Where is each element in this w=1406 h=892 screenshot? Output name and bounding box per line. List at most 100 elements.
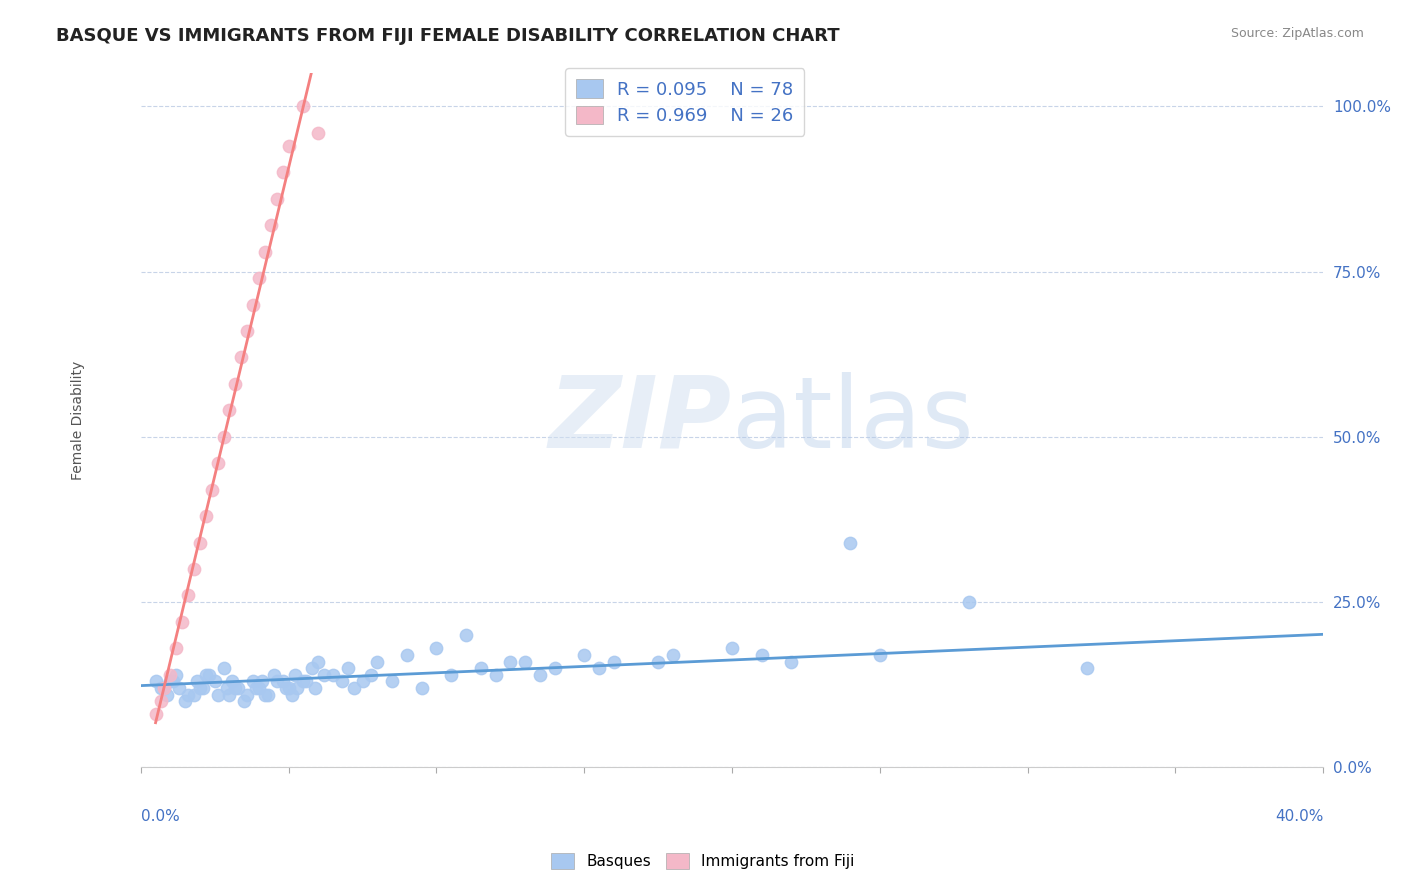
Point xyxy=(253,244,276,259)
Text: 40.0%: 40.0% xyxy=(1275,809,1323,824)
Point xyxy=(271,674,294,689)
Point xyxy=(647,655,669,669)
Point xyxy=(425,641,447,656)
Point xyxy=(177,688,200,702)
Point xyxy=(165,667,187,681)
Point xyxy=(603,655,626,669)
Point xyxy=(221,674,243,689)
Point xyxy=(188,681,211,695)
Point xyxy=(287,681,309,695)
Point xyxy=(780,655,803,669)
Point xyxy=(343,681,366,695)
Point xyxy=(224,376,246,391)
Point xyxy=(228,681,250,695)
Point xyxy=(411,681,433,695)
Point xyxy=(277,139,299,153)
Point xyxy=(183,688,205,702)
Point xyxy=(283,667,305,681)
Point xyxy=(194,667,217,681)
Point xyxy=(366,655,388,669)
Point xyxy=(543,661,565,675)
Point xyxy=(322,667,344,681)
Point xyxy=(165,641,187,656)
Point xyxy=(167,681,190,695)
Point xyxy=(588,661,610,675)
Point xyxy=(470,661,492,675)
Point xyxy=(250,674,273,689)
Point xyxy=(957,595,980,609)
Point xyxy=(360,667,382,681)
Point xyxy=(280,688,302,702)
Legend: R = 0.095    N = 78, R = 0.969    N = 26: R = 0.095 N = 78, R = 0.969 N = 26 xyxy=(565,69,804,136)
Point xyxy=(231,351,253,365)
Point xyxy=(162,674,184,689)
Text: atlas: atlas xyxy=(733,372,974,469)
Point xyxy=(662,648,685,662)
Text: 0.0%: 0.0% xyxy=(141,809,180,824)
Point xyxy=(440,667,463,681)
Point xyxy=(159,674,181,689)
Point xyxy=(292,674,315,689)
Point xyxy=(247,681,270,695)
Point xyxy=(574,648,596,662)
Point xyxy=(263,667,285,681)
Point xyxy=(150,681,173,695)
Point xyxy=(529,667,551,681)
Point xyxy=(721,641,744,656)
Point xyxy=(186,674,208,689)
Point xyxy=(145,674,167,689)
Point xyxy=(218,688,240,702)
Point xyxy=(304,681,326,695)
Point xyxy=(301,661,323,675)
Point xyxy=(277,681,299,695)
Point xyxy=(212,430,235,444)
Legend: Basques, Immigrants from Fiji: Basques, Immigrants from Fiji xyxy=(546,847,860,875)
Point xyxy=(218,403,240,417)
Point xyxy=(153,681,176,695)
Point xyxy=(177,589,200,603)
Text: ZIP: ZIP xyxy=(548,372,733,469)
Point xyxy=(247,271,270,285)
Point xyxy=(188,535,211,549)
Point xyxy=(242,674,264,689)
Point xyxy=(150,694,173,708)
Point xyxy=(381,674,404,689)
Point xyxy=(484,667,506,681)
Y-axis label: Female Disability: Female Disability xyxy=(72,360,86,480)
Point xyxy=(307,126,329,140)
Point xyxy=(1076,661,1098,675)
Point xyxy=(336,661,359,675)
Point xyxy=(236,688,259,702)
Point xyxy=(751,648,773,662)
Point xyxy=(307,655,329,669)
Point xyxy=(869,648,891,662)
Point xyxy=(172,615,194,629)
Point xyxy=(194,509,217,524)
Point xyxy=(212,661,235,675)
Point xyxy=(513,655,536,669)
Point xyxy=(245,681,267,695)
Point xyxy=(233,694,256,708)
Text: Source: ZipAtlas.com: Source: ZipAtlas.com xyxy=(1230,27,1364,40)
Point xyxy=(207,456,229,470)
Point xyxy=(257,688,280,702)
Point xyxy=(499,655,522,669)
Point xyxy=(201,483,224,497)
Point xyxy=(839,535,862,549)
Point xyxy=(454,628,477,642)
Point xyxy=(153,681,176,695)
Point xyxy=(266,192,288,206)
Point xyxy=(236,324,259,338)
Point xyxy=(242,297,264,311)
Point xyxy=(330,674,353,689)
Text: BASQUE VS IMMIGRANTS FROM FIJI FEMALE DISABILITY CORRELATION CHART: BASQUE VS IMMIGRANTS FROM FIJI FEMALE DI… xyxy=(56,27,839,45)
Point xyxy=(260,219,283,233)
Point xyxy=(271,165,294,179)
Point xyxy=(274,681,297,695)
Point xyxy=(204,674,226,689)
Point xyxy=(215,681,238,695)
Point xyxy=(224,681,246,695)
Point xyxy=(253,688,276,702)
Point xyxy=(156,688,179,702)
Point xyxy=(183,562,205,576)
